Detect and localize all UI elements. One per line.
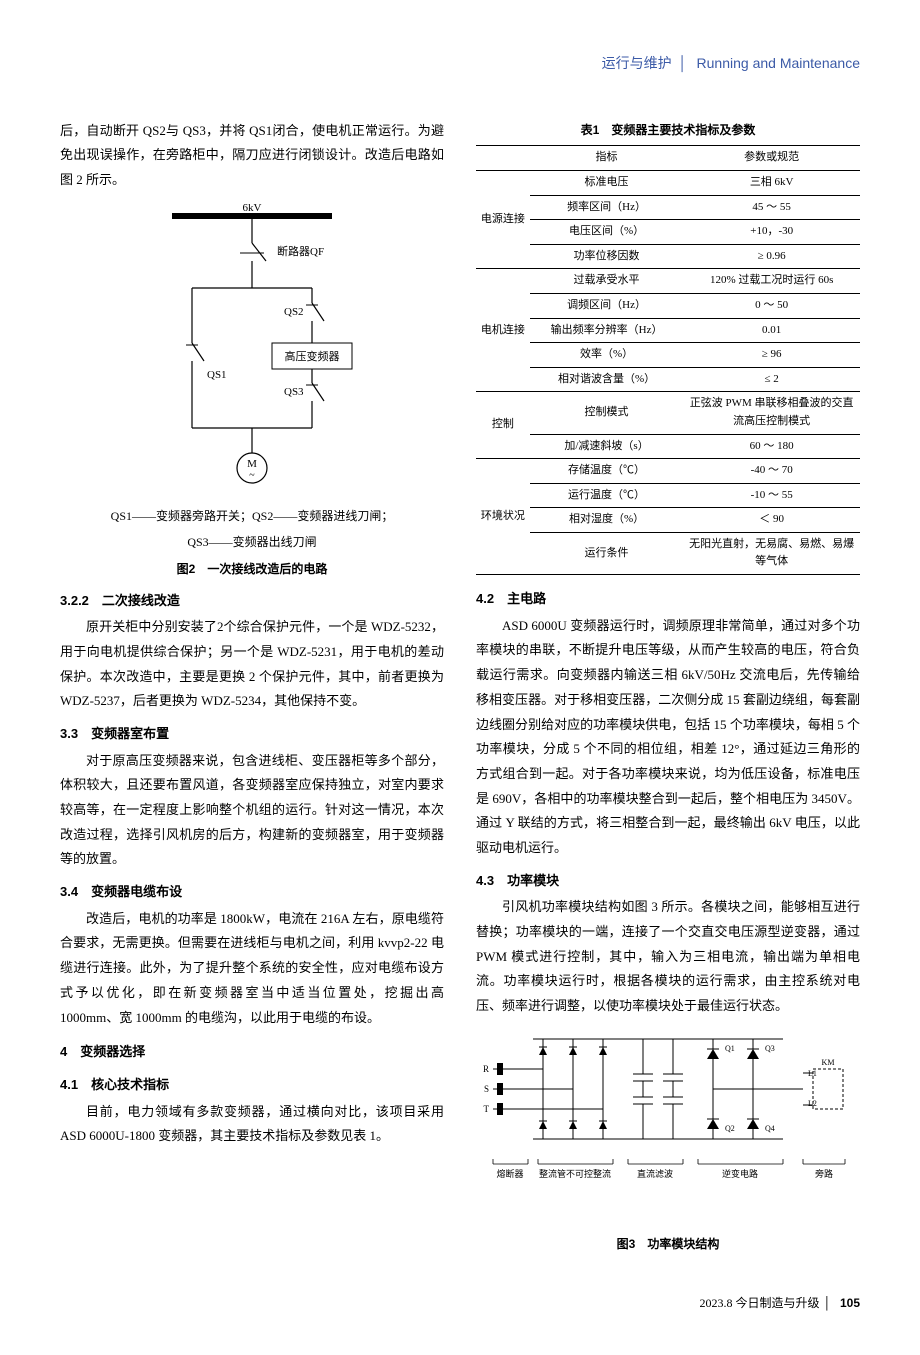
page-footer: 2023.8 今日制造与升级 │ 105	[60, 1292, 860, 1315]
section-4-1-title: 4.1 核心技术指标	[60, 1073, 444, 1098]
figure-2: 6kV 断路器QF QS2 高压变频器	[60, 203, 444, 581]
table1-cell-value: 45 ～ 55	[683, 195, 860, 220]
table1-cell-label: 电压区间（%）	[530, 220, 684, 245]
fig2-sublabel-1: QS1——变频器旁路开关；QS2——变频器进线刀闸；	[60, 507, 444, 526]
fig2-motor-label: M	[247, 458, 257, 470]
table1-cell-value: ＜ 90	[683, 508, 860, 533]
section-4-2-body: ASD 6000U 变频器运行时，调频原理非常简单，通过对多个功率模块的串联，不…	[476, 614, 860, 861]
fig2-sublabel-2: QS3——变频器出线刀闸	[60, 533, 444, 552]
fig2-qs3-label: QS3	[284, 386, 304, 398]
fig2-qs1-label: QS1	[207, 369, 227, 381]
table1-cell-label: 输出频率分辨率（Hz）	[530, 318, 684, 343]
section-4-title: 4 变频器选择	[60, 1040, 444, 1065]
table1-title: 表1 变频器主要技术指标及参数	[476, 119, 860, 142]
table1-cell-value: ≥ 0.96	[683, 244, 860, 269]
fig3-R: R	[483, 1064, 489, 1074]
fig3-T: T	[484, 1104, 490, 1114]
table1-head-value: 参数或规范	[683, 146, 860, 171]
fig3-label-bypass: 旁路	[815, 1168, 833, 1179]
table1-group-label: 环境状况	[476, 459, 530, 575]
section-4-3-body: 引风机功率模块结构如图 3 所示。各模块之间，能够相互进行替换；功率模块的一端，…	[476, 895, 860, 1018]
fig3-S: S	[484, 1084, 489, 1094]
table1-cell-label: 存储温度（℃）	[530, 459, 684, 484]
fig3-Q3: Q3	[765, 1044, 775, 1053]
svg-text:~: ~	[249, 470, 255, 481]
section-4-2-title: 4.2 主电路	[476, 587, 860, 612]
table1-cell-value: -10 ～ 55	[683, 483, 860, 508]
fig3-KM: KM	[822, 1058, 835, 1067]
figure-3: R S T	[476, 1029, 860, 1256]
table1-cell-value: 120% 过载工况时运行 60s	[683, 269, 860, 294]
table1-cell-label: 频率区间（Hz）	[530, 195, 684, 220]
section-3-4-title: 3.4 变频器电缆布设	[60, 880, 444, 905]
table1-cell-label: 加/减速斜坡（s）	[530, 434, 684, 459]
table1-cell-label: 相对谐波含量（%）	[530, 367, 684, 392]
table1: 指标 参数或规范 电源连接标准电压三相 6kV频率区间（Hz）45 ～ 55电压…	[476, 145, 860, 575]
table1-cell-label: 运行温度（℃）	[530, 483, 684, 508]
table1-group-label: 电源连接	[476, 170, 530, 268]
header-separator: │	[677, 57, 687, 72]
fig3-label-fuse: 熔断器	[496, 1168, 523, 1179]
table1-group-label: 电机连接	[476, 269, 530, 392]
fig2-caption: 图2 一次接线改造后的电路	[60, 558, 444, 581]
table1-cell-label: 调频区间（Hz）	[530, 293, 684, 318]
two-column-layout: 后，自动断开 QS2与 QS3，并将 QS1闭合，使电机正常运行。为避免出现误操…	[60, 119, 860, 1263]
fig3-caption: 图3 功率模块结构	[476, 1233, 860, 1256]
table1-cell-label: 运行条件	[530, 532, 684, 574]
footer-page-number: 105	[840, 1296, 860, 1310]
table1-cell-value: 0 ～ 50	[683, 293, 860, 318]
table1-cell-value: ≤ 2	[683, 367, 860, 392]
fig2-qf-label: 断路器QF	[277, 244, 324, 258]
table1-head-label: 指标	[530, 146, 684, 171]
fig2-6kv-label: 6kV	[243, 203, 262, 214]
fig3-Q4: Q4	[765, 1124, 775, 1133]
table1-cell-label: 功率位移因数	[530, 244, 684, 269]
fig3-L2: L2	[808, 1099, 817, 1108]
table1-cell-value: 60 ～ 180	[683, 434, 860, 459]
fig3-label-inv: 逆变电路	[722, 1168, 758, 1179]
page-header: 运行与维护 │ Running and Maintenance	[60, 50, 860, 79]
fig2-qs2-label: QS2	[284, 306, 304, 318]
table1-cell-value: +10，-30	[683, 220, 860, 245]
left-column: 后，自动断开 QS2与 QS3，并将 QS1闭合，使电机正常运行。为避免出现误操…	[60, 119, 444, 1263]
table1-cell-label: 效率（%）	[530, 343, 684, 368]
table1-cell-value: 三相 6kV	[683, 170, 860, 195]
header-en: Running and Maintenance	[697, 55, 860, 71]
fig3-label-dc: 直流滤波	[637, 1168, 673, 1179]
header-cn: 运行与维护	[602, 57, 672, 72]
table1-cell-value: 正弦波 PWM 串联移相叠波的交直流高压控制模式	[683, 392, 860, 434]
right-column: 表1 变频器主要技术指标及参数 指标 参数或规范 电源连接标准电压三相 6kV频…	[476, 119, 860, 1263]
section-3-2-2-body: 原开关柜中分别安装了2个综合保护元件，一个是 WDZ-5232，用于向电机提供综…	[60, 615, 444, 714]
fig3-label-rect: 整流管不可控整流	[539, 1168, 611, 1179]
table1-cell-value: 无阳光直射，无易腐、易燃、易爆等气体	[683, 532, 860, 574]
fig3-Q2: Q2	[725, 1124, 735, 1133]
table1-cell-value: ≥ 96	[683, 343, 860, 368]
table1-cell-value: 0.01	[683, 318, 860, 343]
section-3-3-title: 3.3 变频器室布置	[60, 722, 444, 747]
footer-date: 2023.8	[699, 1296, 732, 1310]
section-4-1-body: 目前，电力领域有多款变频器，通过横向对比，该项目采用 ASD 6000U-180…	[60, 1100, 444, 1149]
table1-group-label: 控制	[476, 392, 530, 459]
footer-magazine: 今日制造与升级	[735, 1296, 819, 1310]
table1-cell-label: 相对湿度（%）	[530, 508, 684, 533]
fig2-vfd-label: 高压变频器	[285, 349, 340, 363]
section-3-4-body: 改造后，电机的功率是 1800kW，电流在 216A 左右，原电缆符合要求，无需…	[60, 907, 444, 1030]
table1-cell-label: 过载承受水平	[530, 269, 684, 294]
intro-paragraph: 后，自动断开 QS2与 QS3，并将 QS1闭合，使电机正常运行。为避免出现误操…	[60, 119, 444, 193]
section-3-2-2-title: 3.2.2 二次接线改造	[60, 589, 444, 614]
section-3-3-body: 对于原高压变频器来说，包含进线柜、变压器柜等多个部分，体积较大，且还要布置风道，…	[60, 749, 444, 872]
section-4-3-title: 4.3 功率模块	[476, 869, 860, 894]
table1-cell-value: -40 ～ 70	[683, 459, 860, 484]
table1-cell-label: 控制模式	[530, 392, 684, 434]
table1-cell-label: 标准电压	[530, 170, 684, 195]
fig3-Q1: Q1	[725, 1044, 735, 1053]
